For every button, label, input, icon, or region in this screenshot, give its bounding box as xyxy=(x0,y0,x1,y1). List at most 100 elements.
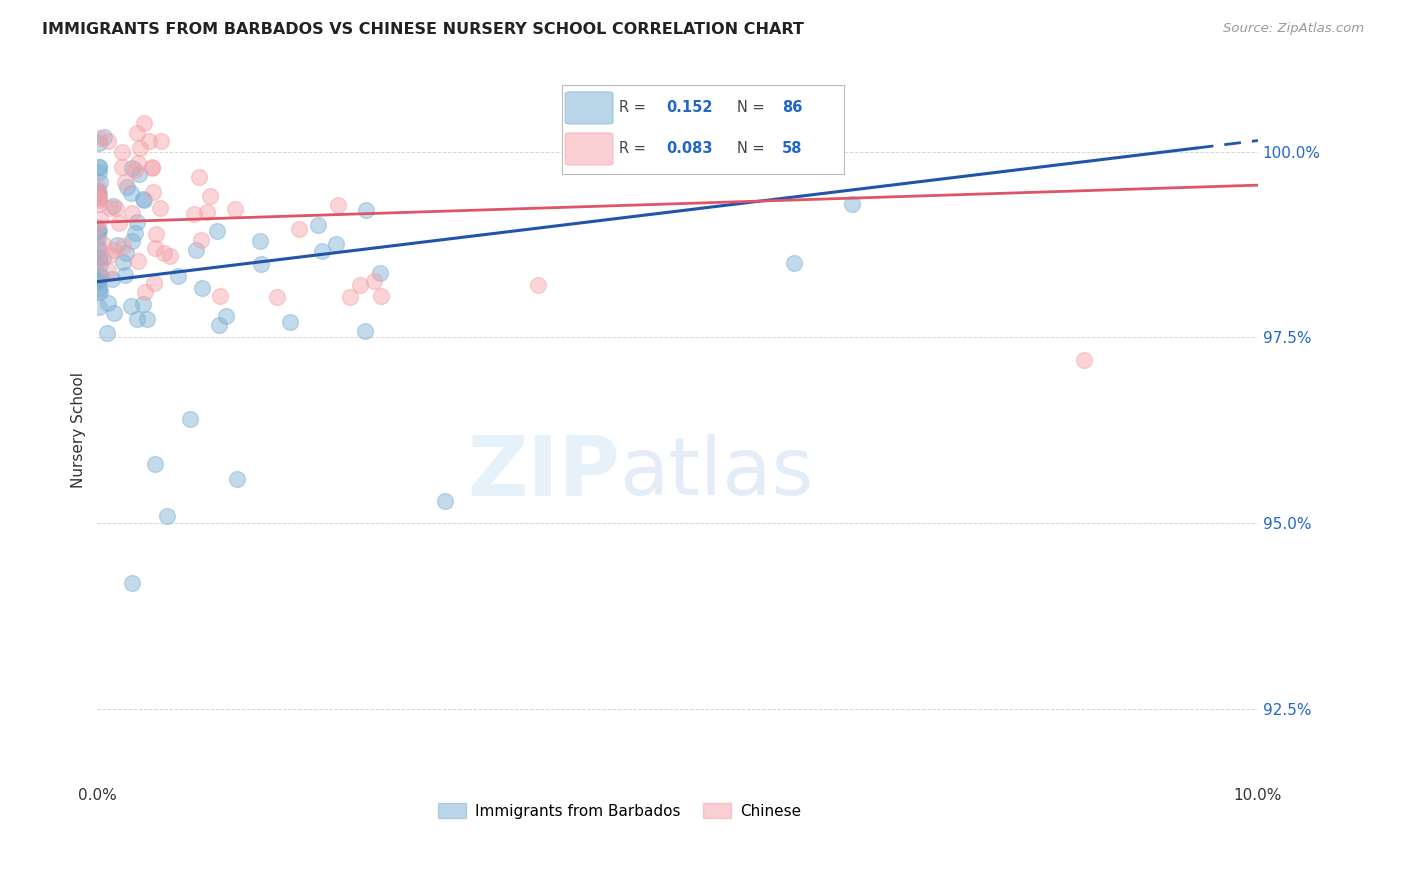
Point xyxy=(136,312,159,326)
Point xyxy=(105,201,128,215)
Text: 0.152: 0.152 xyxy=(666,100,713,115)
Point xyxy=(183,207,205,221)
Point xyxy=(363,274,385,288)
Point xyxy=(89,283,111,297)
Point xyxy=(89,301,111,315)
Point xyxy=(195,205,218,219)
Point xyxy=(91,236,114,251)
Point xyxy=(87,224,110,238)
Point xyxy=(149,202,172,216)
Point xyxy=(209,288,232,302)
Point xyxy=(156,508,179,523)
Point xyxy=(101,199,124,213)
Point xyxy=(87,239,110,253)
Point xyxy=(434,493,457,508)
Point xyxy=(159,249,181,263)
Point xyxy=(87,160,110,174)
Point xyxy=(121,575,143,590)
Point xyxy=(86,220,108,235)
Point xyxy=(224,202,246,216)
Point xyxy=(87,130,110,145)
Point xyxy=(142,186,165,200)
Point xyxy=(86,253,108,268)
Point xyxy=(187,170,209,185)
Point xyxy=(103,306,125,320)
Text: 0.083: 0.083 xyxy=(666,141,713,156)
Point xyxy=(115,180,138,194)
Point xyxy=(127,311,149,326)
Point xyxy=(114,175,136,189)
Point xyxy=(89,190,111,204)
Point xyxy=(97,135,120,149)
Point xyxy=(370,288,392,302)
Point xyxy=(266,290,288,304)
Point xyxy=(145,227,167,241)
Point xyxy=(127,127,149,141)
Point xyxy=(114,268,136,282)
Text: 58: 58 xyxy=(782,141,803,156)
Point xyxy=(87,136,110,150)
Point xyxy=(138,134,160,148)
Point xyxy=(98,201,121,215)
Point xyxy=(1073,352,1095,367)
Point xyxy=(143,277,166,291)
Point xyxy=(100,272,122,286)
Point xyxy=(166,268,188,283)
Point xyxy=(278,315,301,329)
Point xyxy=(225,471,247,485)
Point xyxy=(354,203,377,218)
Point xyxy=(124,226,146,240)
Point xyxy=(132,192,155,206)
Text: Source: ZipAtlas.com: Source: ZipAtlas.com xyxy=(1223,22,1364,36)
Text: N =: N = xyxy=(737,141,769,156)
Point xyxy=(87,186,110,201)
Point xyxy=(87,225,110,239)
Point xyxy=(128,141,150,155)
Point xyxy=(115,246,138,260)
Point xyxy=(98,247,121,261)
Point xyxy=(121,235,143,249)
Text: 86: 86 xyxy=(782,100,801,115)
Point xyxy=(89,175,111,189)
Point xyxy=(86,242,108,256)
Point xyxy=(89,211,111,226)
Point xyxy=(354,324,377,338)
Point xyxy=(121,206,143,220)
Point xyxy=(87,193,110,207)
Point xyxy=(87,188,110,202)
Text: ZIP: ZIP xyxy=(467,432,620,513)
Point xyxy=(87,274,110,288)
Point xyxy=(141,161,163,175)
Point xyxy=(111,239,134,253)
Point xyxy=(132,193,155,207)
Point xyxy=(89,285,111,299)
Point xyxy=(87,191,110,205)
Point xyxy=(111,145,134,160)
Point xyxy=(127,254,149,268)
Point xyxy=(250,257,273,271)
Point xyxy=(120,299,142,313)
Point xyxy=(127,155,149,169)
Point xyxy=(179,412,201,426)
Point xyxy=(108,216,131,230)
Text: IMMIGRANTS FROM BARBADOS VS CHINESE NURSERY SCHOOL CORRELATION CHART: IMMIGRANTS FROM BARBADOS VS CHINESE NURS… xyxy=(42,22,804,37)
Point xyxy=(128,167,150,181)
Point xyxy=(249,234,271,248)
Point xyxy=(207,318,229,332)
Text: R =: R = xyxy=(619,141,650,156)
Point xyxy=(89,252,111,267)
Point xyxy=(112,255,135,269)
Point xyxy=(87,280,110,294)
Point xyxy=(97,264,120,278)
Point xyxy=(90,269,112,284)
Point xyxy=(349,278,371,293)
Point xyxy=(200,188,222,202)
FancyBboxPatch shape xyxy=(565,92,613,124)
Point xyxy=(782,256,804,270)
Point xyxy=(120,186,142,200)
Point xyxy=(89,197,111,211)
Point xyxy=(328,198,350,212)
Point xyxy=(339,290,361,304)
Point xyxy=(97,295,120,310)
FancyBboxPatch shape xyxy=(565,133,613,165)
